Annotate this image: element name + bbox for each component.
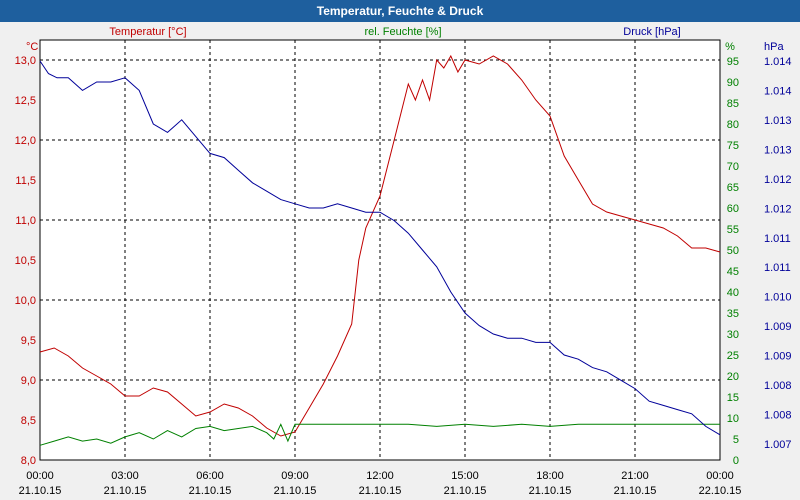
humidity-tick-label: 90 bbox=[727, 77, 739, 89]
x-tick-time: 03:00 bbox=[111, 470, 139, 482]
pressure-unit-label: hPa bbox=[764, 41, 784, 53]
pressure-legend: Druck [hPa] bbox=[623, 26, 680, 38]
temp-tick-label: 12,0 bbox=[15, 135, 36, 147]
x-tick-time: 00:00 bbox=[26, 470, 54, 482]
humidity-tick-label: 80 bbox=[727, 119, 739, 131]
humidity-tick-label: 50 bbox=[727, 245, 739, 257]
pressure-tick-label: 1.009 bbox=[764, 351, 792, 363]
x-tick-time: 12:00 bbox=[366, 470, 394, 482]
chart-title: Temperatur, Feuchte & Druck bbox=[0, 0, 800, 22]
temp-tick-label: 8,0 bbox=[21, 455, 36, 467]
pressure-tick-label: 1.007 bbox=[764, 439, 792, 451]
pressure-tick-label: 1.012 bbox=[764, 174, 792, 186]
temp-tick-label: 11,0 bbox=[15, 215, 36, 227]
humidity-tick-label: 40 bbox=[727, 287, 739, 299]
x-tick-date: 21.10.15 bbox=[444, 485, 487, 497]
pressure-tick-label: 1.011 bbox=[764, 233, 791, 245]
pressure-tick-label: 1.014 bbox=[764, 85, 792, 97]
x-tick-date: 21.10.15 bbox=[189, 485, 232, 497]
series-lines bbox=[39, 54, 721, 446]
x-tick-time: 21:00 bbox=[621, 470, 649, 482]
x-tick-date: 21.10.15 bbox=[104, 485, 147, 497]
humidity-tick-label: 35 bbox=[727, 308, 739, 320]
x-tick-time: 09:00 bbox=[281, 470, 309, 482]
humidity-tick-label: 70 bbox=[727, 161, 739, 173]
temp-tick-label: 12,5 bbox=[15, 95, 36, 107]
x-tick-date: 21.10.15 bbox=[529, 485, 572, 497]
humidity-tick-label: 45 bbox=[727, 266, 739, 278]
temp-tick-label: 13,0 bbox=[15, 55, 36, 67]
tick-labels: 00:00 21.10.15 03:00 21.10.15 06:00 21.10.15 0… bbox=[15, 55, 792, 497]
temp-legend: Temperatur [°C] bbox=[109, 26, 186, 38]
humidity-unit-label: % bbox=[725, 41, 735, 53]
gridlines bbox=[40, 40, 720, 460]
humidity-tick-label: 95 bbox=[727, 56, 739, 68]
series-line-temperature bbox=[39, 54, 721, 437]
series-line-humidity bbox=[39, 423, 720, 446]
x-tick-time: 06:00 bbox=[196, 470, 224, 482]
pressure-tick-label: 1.012 bbox=[764, 203, 792, 215]
humidity-tick-label: 85 bbox=[727, 98, 739, 110]
humidity-tick-label: 25 bbox=[727, 350, 739, 362]
humidity-tick-label: 60 bbox=[727, 203, 739, 215]
x-tick-date: 22.10.15 bbox=[699, 485, 742, 497]
pressure-tick-label: 1.008 bbox=[764, 410, 792, 422]
x-tick-date: 21.10.15 bbox=[614, 485, 657, 497]
x-tick-time: 00:00 bbox=[706, 470, 734, 482]
humidity-tick-label: 75 bbox=[727, 140, 739, 152]
humidity-tick-label: 55 bbox=[727, 224, 739, 236]
pressure-tick-label: 1.014 bbox=[764, 56, 792, 68]
humidity-tick-label: 5 bbox=[733, 434, 739, 446]
humidity-tick-label: 10 bbox=[727, 413, 739, 425]
pressure-tick-label: 1.013 bbox=[764, 144, 792, 156]
temp-tick-label: 10,0 bbox=[15, 295, 36, 307]
humidity-tick-label: 0 bbox=[733, 455, 739, 467]
temp-tick-label: 9,5 bbox=[21, 335, 36, 347]
humidity-tick-label: 30 bbox=[727, 329, 739, 341]
humidity-tick-label: 65 bbox=[727, 182, 739, 194]
pressure-tick-label: 1.010 bbox=[764, 292, 792, 304]
series-line-pressure bbox=[39, 60, 721, 436]
pressure-tick-label: 1.009 bbox=[764, 321, 792, 333]
pressure-tick-label: 1.013 bbox=[764, 115, 792, 127]
pressure-tick-label: 1.011 bbox=[764, 262, 791, 274]
temp-tick-label: 8,5 bbox=[21, 415, 36, 427]
humidity-tick-label: 20 bbox=[727, 371, 739, 383]
temp-tick-label: 10,5 bbox=[15, 255, 36, 267]
pressure-tick-label: 1.008 bbox=[764, 380, 792, 392]
temp-tick-label: 11,5 bbox=[15, 175, 36, 187]
x-tick-time: 18:00 bbox=[536, 470, 564, 482]
temp-tick-label: 9,0 bbox=[21, 375, 36, 387]
x-tick-date: 21.10.15 bbox=[19, 485, 62, 497]
x-tick-date: 21.10.15 bbox=[274, 485, 317, 497]
temp-unit-label: °C bbox=[26, 41, 38, 53]
humidity-tick-label: 15 bbox=[727, 392, 739, 404]
x-tick-time: 15:00 bbox=[451, 470, 479, 482]
x-tick-date: 21.10.15 bbox=[359, 485, 402, 497]
humidity-legend: rel. Feuchte [%] bbox=[364, 26, 441, 38]
